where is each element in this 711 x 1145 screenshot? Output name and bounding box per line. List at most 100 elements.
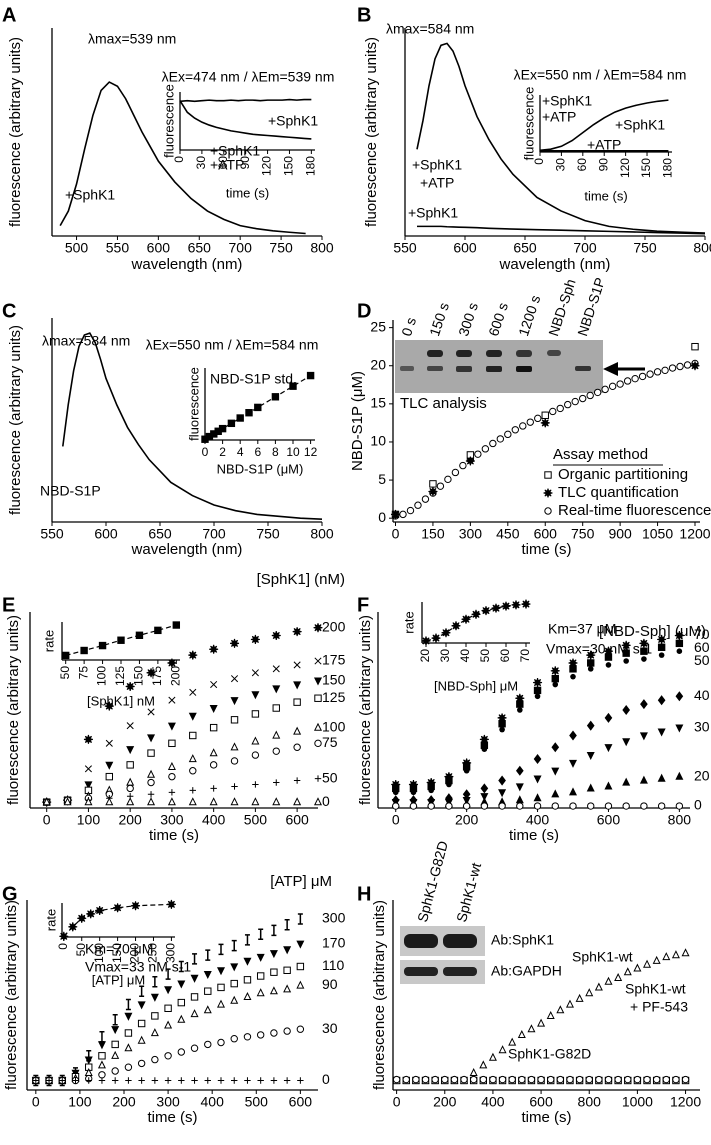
marker [227,419,236,428]
marker [465,456,475,466]
marker [498,720,506,728]
x-tick-label: 100 [92,943,106,963]
marker [125,998,131,1011]
marker [230,963,239,972]
blot-lane-label: SphK1-G82D [414,839,451,924]
marker [230,979,238,988]
annotation: λmax=584 nm [386,21,474,37]
series-label: 20 [694,767,710,783]
marker [293,726,302,735]
marker [428,486,438,497]
marker [98,641,107,650]
panel-label: G [2,883,18,905]
marker [250,634,260,644]
marker [270,968,278,976]
x-tick-label: 800 [310,526,334,542]
series-label: 300 [322,910,346,926]
marker [230,797,239,806]
marker [551,767,560,776]
marker [314,694,322,702]
marker [209,644,219,654]
x-tick-label: 800 [310,240,334,256]
marker [675,802,684,810]
legend-title: [NBD-Sph] (μM) [599,623,706,640]
marker [657,728,666,737]
marker [236,414,244,422]
marker [552,681,559,688]
x-tick-label: 0 [532,158,546,165]
series-label: 30 [694,718,710,734]
marker [390,509,401,519]
marker [614,1075,622,1084]
annotation: Km=70 μM [85,941,153,957]
marker [498,789,507,798]
marker [244,1077,251,1084]
annotation: +ATP [587,137,621,153]
series-label: 200 [322,618,346,634]
marker [504,430,512,439]
x-tick-label: 0 [56,943,70,950]
series-label: 0 [322,1071,330,1087]
x-tick-label: 150 [421,526,445,542]
series-label: 0 [322,793,330,809]
marker [273,779,280,786]
x-tick-label: 800 [693,240,711,256]
x-axis-label: [NBD-Sph] μM [434,678,518,693]
gel-band [400,366,414,371]
marker [32,1077,40,1084]
marker [137,1019,146,1028]
marker [551,742,560,753]
marker [117,636,125,644]
marker [587,666,594,672]
legend-title: Assay method [553,446,648,463]
marker [254,403,262,412]
marker [624,1075,632,1084]
marker [147,749,155,757]
marker [641,656,647,662]
marker [147,708,155,716]
x-axis-label: wavelength (nm) [131,541,243,558]
marker [575,1075,584,1084]
x-tick-label: 600 [529,1094,553,1110]
x-tick-label: 4 [237,445,244,459]
marker [178,1077,185,1084]
marker [257,1077,264,1084]
x-tick-label: 60 [216,156,230,170]
marker [515,783,524,792]
blot-band [443,934,477,948]
blot-antibody-label: Ab:GAPDH [491,963,562,979]
series-label: 70 [694,626,710,642]
marker [569,730,577,741]
marker [633,963,642,972]
series-label: 110 [322,957,345,973]
y-axis-label: rate [43,909,58,931]
marker [639,732,648,741]
marker [564,400,572,409]
series-label: 170 [322,934,346,950]
marker [508,1037,517,1046]
x-tick-label: 200 [112,1094,136,1110]
x-tick-label: 30 [554,158,568,172]
marker [313,797,323,806]
x-tick-label: 400 [201,1094,225,1110]
marker [526,418,534,426]
marker [42,797,51,806]
x-tick-label: 300 [459,526,483,542]
marker [551,674,559,683]
x-tick-label: 900 [608,526,632,542]
marker [570,673,576,680]
marker [245,409,253,417]
marker [85,1077,92,1084]
x-tick-label: 10 [286,445,300,459]
marker [501,601,511,611]
marker [151,1012,159,1020]
x-tick-label: 20 [418,649,432,663]
marker [271,924,277,937]
marker [126,797,135,806]
x-tick-label: 650 [513,240,537,256]
x-tick-label: 750 [269,240,293,256]
marker [450,1075,459,1084]
marker [675,639,684,648]
marker [639,775,648,784]
marker [406,506,415,515]
